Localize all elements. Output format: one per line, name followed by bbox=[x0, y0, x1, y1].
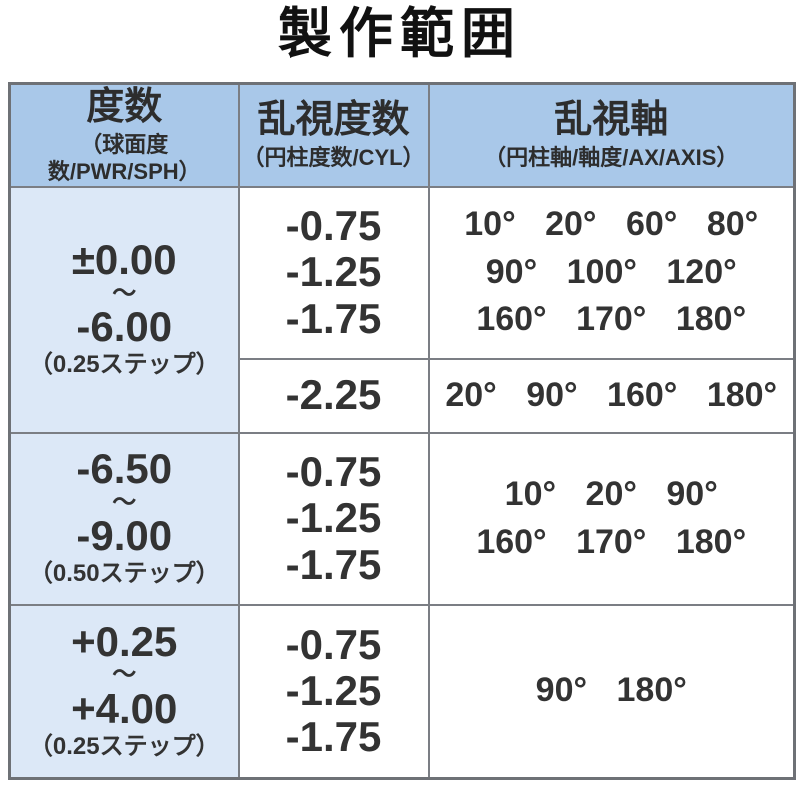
cylinder-value: -0.75 bbox=[285, 620, 382, 668]
cylinder-value: -2.25 bbox=[285, 371, 382, 419]
cylinder-value: -1.25 bbox=[285, 248, 382, 296]
cylinder-value: -1.75 bbox=[285, 540, 382, 588]
power-from: -6.50 bbox=[76, 445, 173, 493]
header-cylinder-sub: （円柱度数/CYL） bbox=[242, 145, 425, 171]
axis-values: 160° 170° 180° bbox=[476, 300, 747, 339]
production-range-table: 度数 （球面度数/PWR/SPH） 乱視度数 （円柱度数/CYL） 乱視軸 （円… bbox=[8, 82, 796, 780]
table-row: +0.25 ～ +4.00 （0.25ステップ） -0.75 -1.25 -1.… bbox=[8, 603, 796, 780]
cylinder-value: -0.75 bbox=[285, 448, 382, 496]
power-to: -6.00 bbox=[76, 303, 173, 351]
cylinder-cell: -0.75 -1.25 -1.75 bbox=[237, 431, 430, 606]
power-step: （0.25ステップ） bbox=[28, 351, 220, 379]
cylinder-value: -1.75 bbox=[285, 294, 382, 342]
cylinder-cell: -0.75 -1.25 -1.75 bbox=[237, 185, 430, 360]
cylinder-cell: -2.25 bbox=[237, 357, 430, 434]
tilde: ～ bbox=[112, 488, 137, 516]
axis-values: 10° 20° 90° bbox=[504, 474, 718, 513]
power-to: +4.00 bbox=[71, 684, 178, 732]
axis-values: 90° 180° bbox=[535, 671, 687, 710]
cylinder-cell: -0.75 -1.25 -1.75 bbox=[237, 603, 430, 780]
cylinder-value: -1.25 bbox=[285, 494, 382, 542]
axis-values: 160° 170° 180° bbox=[476, 522, 747, 561]
tilde: ～ bbox=[112, 661, 137, 689]
axis-cell: 90° 180° bbox=[427, 603, 796, 780]
header-axis-main: 乱視軸 bbox=[554, 98, 669, 141]
cylinder-value: -1.25 bbox=[285, 667, 382, 715]
header-row: 度数 （球面度数/PWR/SPH） 乱視度数 （円柱度数/CYL） 乱視軸 （円… bbox=[8, 82, 796, 188]
header-axis: 乱視軸 （円柱軸/軸度/AX/AXIS） bbox=[427, 82, 796, 188]
header-power-main: 度数 bbox=[86, 85, 163, 128]
axis-values: 10° 20° 60° 80° bbox=[464, 205, 759, 244]
table-row: -2.25 20° 90° 160° 180° bbox=[10, 357, 796, 434]
axis-values: 90° 100° 120° bbox=[485, 252, 737, 291]
table-row: ±0.00 ～ -6.00 （0.25ステップ） -0.75 -1.25 -1.… bbox=[8, 185, 796, 434]
header-axis-sub: （円柱軸/軸度/AX/AXIS） bbox=[484, 145, 739, 171]
cylinder-value: -1.75 bbox=[285, 713, 382, 761]
axis-cell: 10° 20° 90° 160° 170° 180° bbox=[427, 431, 796, 606]
axis-cell: 10° 20° 60° 80° 90° 100° 120° 160° 170° … bbox=[427, 185, 796, 360]
power-step: （0.50ステップ） bbox=[28, 560, 220, 588]
power-to: -9.00 bbox=[76, 512, 173, 560]
cylinder-value: -0.75 bbox=[285, 202, 382, 250]
header-cylinder-main: 乱視度数 bbox=[257, 98, 410, 141]
power-range-cell: ±0.00 ～ -6.00 （0.25ステップ） bbox=[8, 185, 240, 434]
power-step: （0.25ステップ） bbox=[28, 733, 220, 761]
power-from: +0.25 bbox=[71, 617, 178, 665]
tilde: ～ bbox=[112, 279, 137, 307]
header-power: 度数 （球面度数/PWR/SPH） bbox=[8, 82, 240, 188]
header-cylinder: 乱視度数 （円柱度数/CYL） bbox=[237, 82, 430, 188]
header-power-sub: （球面度数/PWR/SPH） bbox=[47, 132, 201, 184]
page-title: 製作範囲 bbox=[278, 4, 522, 64]
power-range-cell: +0.25 ～ +4.00 （0.25ステップ） bbox=[8, 603, 240, 780]
power-range-cell: -6.50 ～ -9.00 （0.50ステップ） bbox=[8, 431, 240, 606]
axis-values: 20° 90° 160° 180° bbox=[445, 375, 778, 414]
axis-cell: 20° 90° 160° 180° bbox=[427, 357, 796, 434]
table-row: -6.50 ～ -9.00 （0.50ステップ） -0.75 -1.25 -1.… bbox=[8, 431, 796, 606]
power-from: ±0.00 bbox=[71, 236, 177, 284]
